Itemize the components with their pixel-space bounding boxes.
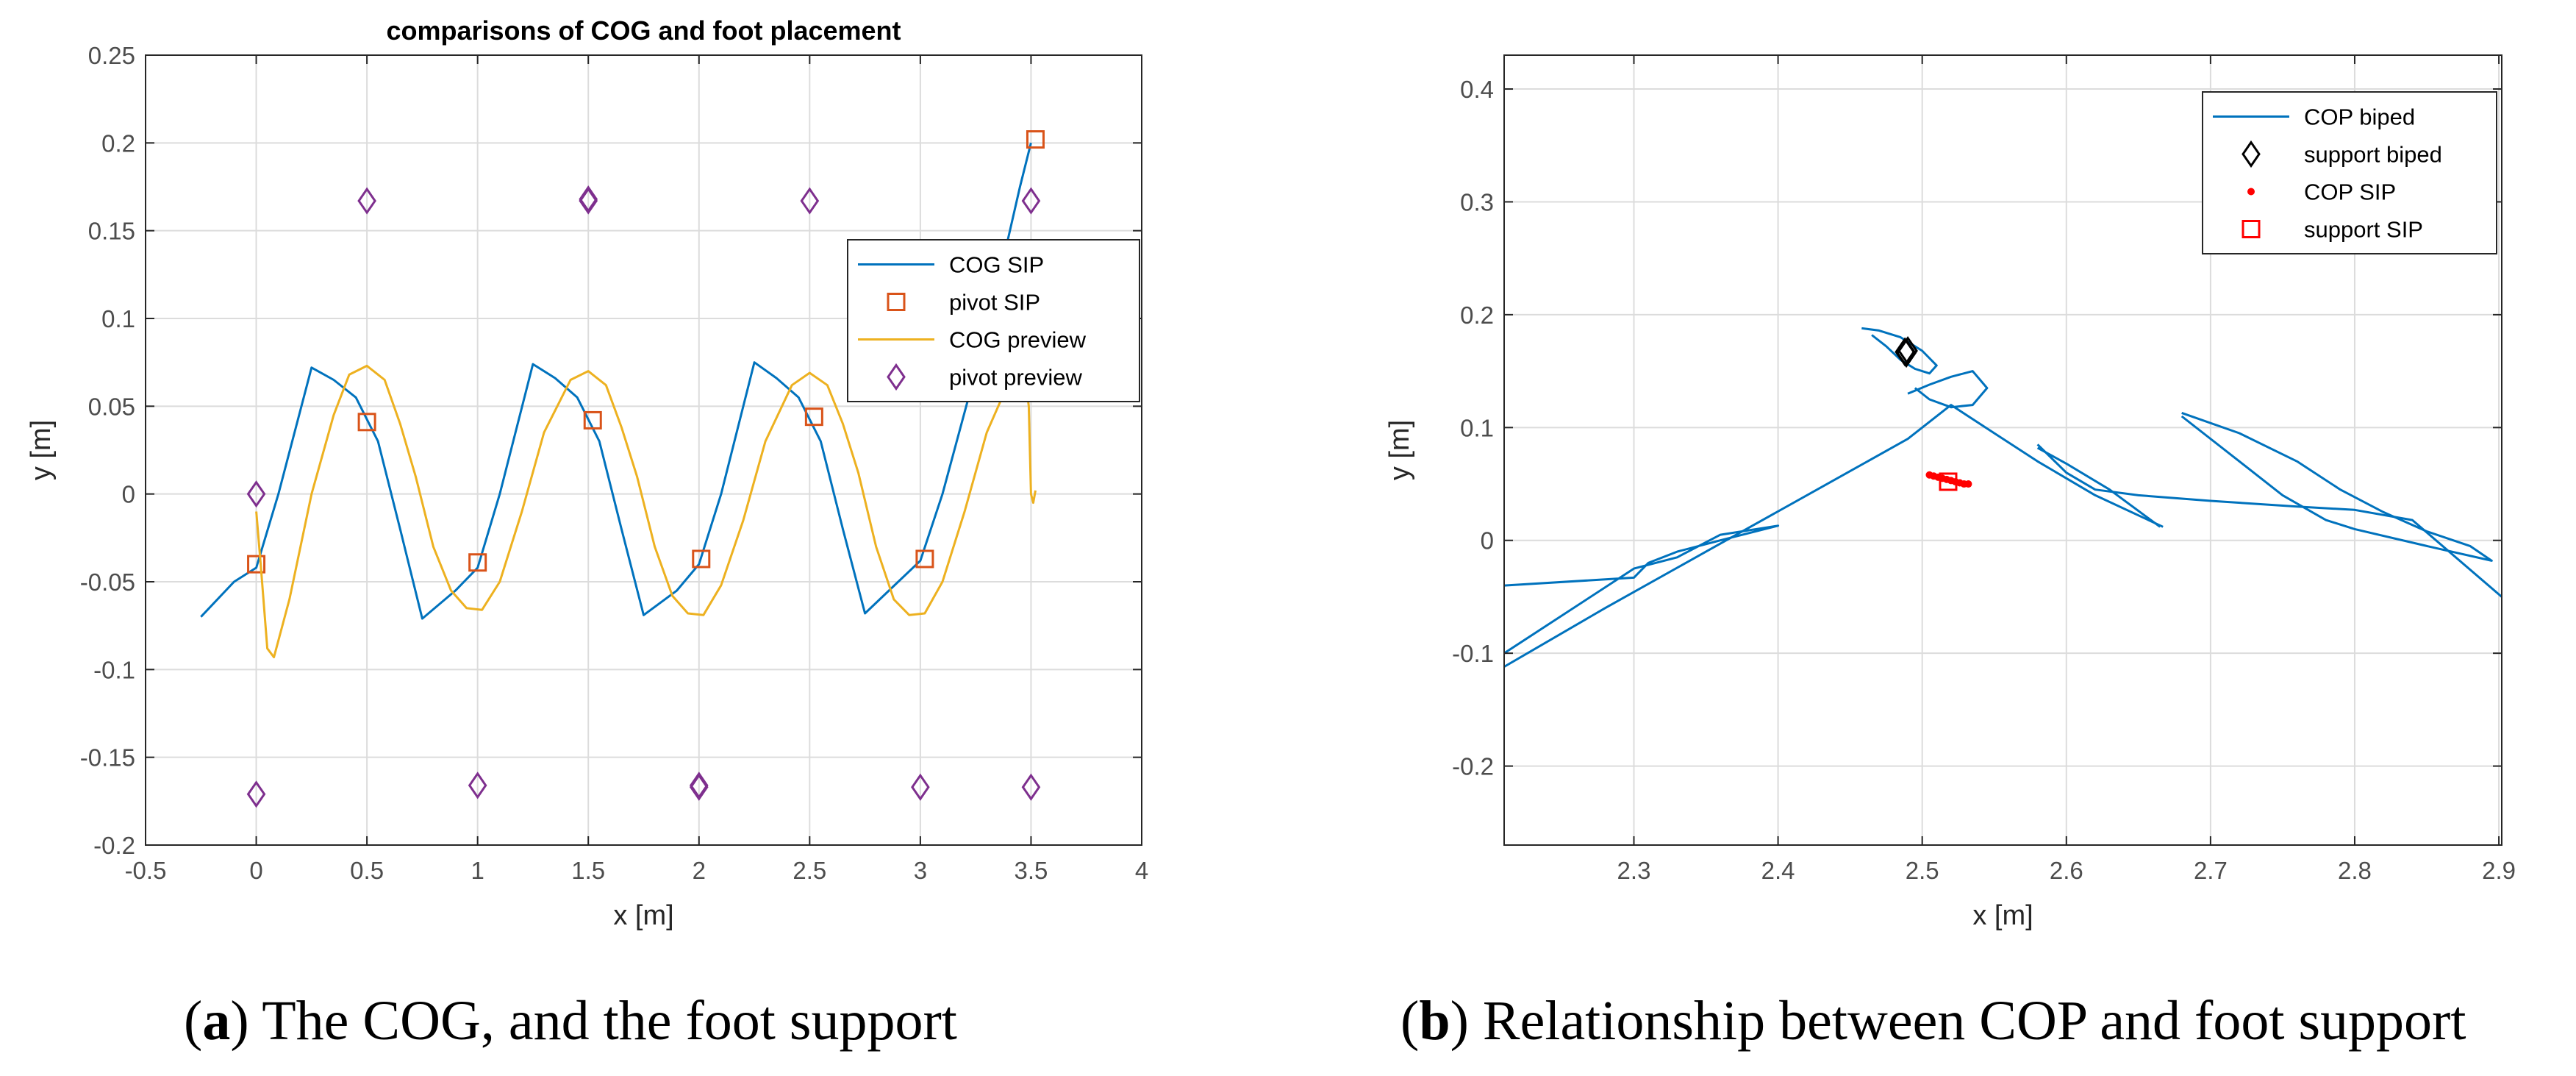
caption-b: (b) Relationship between COP and foot su… (1400, 990, 2466, 1052)
marker-pivot-preview (579, 185, 598, 213)
x-axis-label: x [m] (1972, 900, 2033, 931)
legend-label: COG SIP (949, 252, 1044, 278)
y-axis-label: y [m] (1384, 420, 1415, 480)
series-line-cop-biped (2036, 446, 2161, 528)
legend-swatch (887, 293, 906, 311)
caption-a-label: a (202, 990, 231, 1052)
marker-support-biped (1896, 338, 1917, 368)
marker-pivot-preview (689, 773, 709, 801)
y-tick-label: 0.2 (1460, 302, 1494, 329)
marker-cop-sip (1964, 480, 1972, 488)
series-line-cog-sip (200, 142, 1032, 620)
marker-pivot-sip (468, 553, 487, 572)
legend-label: COP SIP (2304, 179, 2396, 205)
legend-label: support SIP (2304, 217, 2423, 243)
chart-a: -0.5 0 0.5 1 1.5 2 2.5 3 3.5 4 -0.2 -0.15 -0.1 -0.05 0… (26, 15, 1148, 931)
y-tick-label: -0.15 (80, 744, 135, 772)
y-tick-label: 0.1 (1460, 414, 1494, 441)
y-tick-label: 0.3 (1460, 188, 1494, 215)
x-tick-label: 0.5 (350, 857, 384, 884)
legend-swatch (2242, 140, 2261, 168)
x-tick-label: 0 (249, 857, 262, 884)
caption-a-text: The COG, and the foot support (248, 990, 957, 1052)
marker-pivot-preview (357, 187, 376, 215)
marker-pivot-preview (1021, 773, 1041, 801)
x-tick-label: 1 (471, 857, 484, 884)
marker-pivot-preview (911, 773, 930, 801)
y-axis-label: y [m] (26, 420, 57, 480)
legend-swatch (887, 363, 906, 391)
marker-pivot-preview (246, 480, 266, 508)
x-tick-label: 2.8 (2338, 857, 2372, 884)
marker-support-sip (1939, 472, 1958, 491)
chart-b: 2.3 2.4 2.5 2.6 2.7 2.8 2.9 -0.2 -0.1 0 0.1 0.2 0.3 0… (1384, 54, 2516, 931)
legend-swatch (2242, 220, 2261, 238)
x-tick-label: 3 (914, 857, 927, 884)
chart-title: comparisons of COG and foot placement (386, 15, 901, 46)
series-line-cop-biped (2180, 411, 2493, 562)
x-tick-label: 2.3 (1617, 857, 1651, 884)
y-tick-label: -0.2 (93, 832, 135, 859)
y-tick-label: 0 (1481, 527, 1494, 555)
legend-label: pivot SIP (949, 290, 1040, 316)
marker-pivot-preview (246, 780, 266, 808)
legend-b: COP biped support biped COP SIP support SIP (2202, 91, 2497, 254)
y-tick-label: -0.1 (1452, 640, 1494, 667)
series-line-cop-biped (1861, 327, 1938, 375)
plot-series-a (200, 130, 1045, 808)
marker-pivot-sip (692, 549, 711, 569)
x-tick-label: 2.5 (1906, 857, 1939, 884)
legend-swatch (2247, 188, 2255, 196)
plot-area (146, 55, 1142, 845)
legend-box (2202, 91, 2497, 254)
x-tick-label: 1.5 (571, 857, 605, 884)
legend-label: COP biped (2304, 104, 2415, 130)
marker-pivot-sip (357, 413, 376, 432)
plot-series-b (1504, 327, 2502, 668)
x-tick-label: 4 (1135, 857, 1148, 884)
series-line-cop-biped (1504, 404, 2164, 668)
series-line-cop-biped (1504, 524, 1780, 655)
y-tick-label: 0 (122, 481, 135, 508)
legend-label: support biped (2304, 142, 2442, 168)
x-axis-label: x [m] (613, 900, 673, 931)
marker-pivot-sip (247, 555, 266, 574)
caption-b-text: Relationship between COP and foot suppor… (1468, 990, 2466, 1052)
y-tick-label: 0.15 (88, 218, 135, 245)
marker-pivot-preview (1021, 187, 1041, 215)
x-tick-label: 2.5 (793, 857, 826, 884)
caption-b-label: b (1419, 990, 1450, 1052)
x-tick-label: 2.9 (2482, 857, 2516, 884)
series-line-cog-preview (255, 364, 1037, 659)
y-tick-label: 0.2 (101, 129, 135, 157)
y-tick-label: 0.4 (1460, 76, 1494, 103)
legend-label: COG preview (949, 327, 1087, 353)
y-tick-label: -0.1 (93, 656, 135, 683)
series-line-cop-biped (1907, 370, 1989, 409)
x-tick-label: -0.5 (125, 857, 167, 884)
marker-pivot-preview (468, 772, 487, 799)
marker-pivot-sip (915, 549, 934, 569)
x-tick-label: 2.4 (1761, 857, 1795, 884)
y-tick-label: -0.05 (80, 569, 135, 596)
axes-box (1503, 54, 2502, 846)
axes-box (145, 54, 1142, 846)
caption-a: (a) The COG, and the foot support (184, 990, 957, 1052)
y-tick-label: -0.2 (1452, 753, 1494, 780)
legend-label: pivot preview (949, 365, 1083, 391)
legend-a: COG SIP pivot SIP COG preview pivot preview (847, 239, 1140, 402)
x-tick-label: 2.6 (2050, 857, 2083, 884)
x-tick-label: 2 (693, 857, 706, 884)
marker-pivot-preview (800, 187, 820, 215)
x-tick-label: 2.7 (2194, 857, 2228, 884)
y-tick-label: 0.25 (88, 42, 135, 69)
y-tick-label: 0.1 (101, 305, 135, 332)
marker-pivot-sip (804, 407, 823, 427)
marker-pivot-sip (583, 410, 602, 430)
marker-pivot-sip (1026, 130, 1045, 149)
x-tick-label: 3.5 (1015, 857, 1048, 884)
legend-box (847, 239, 1140, 402)
y-tick-label: 0.05 (88, 393, 135, 420)
